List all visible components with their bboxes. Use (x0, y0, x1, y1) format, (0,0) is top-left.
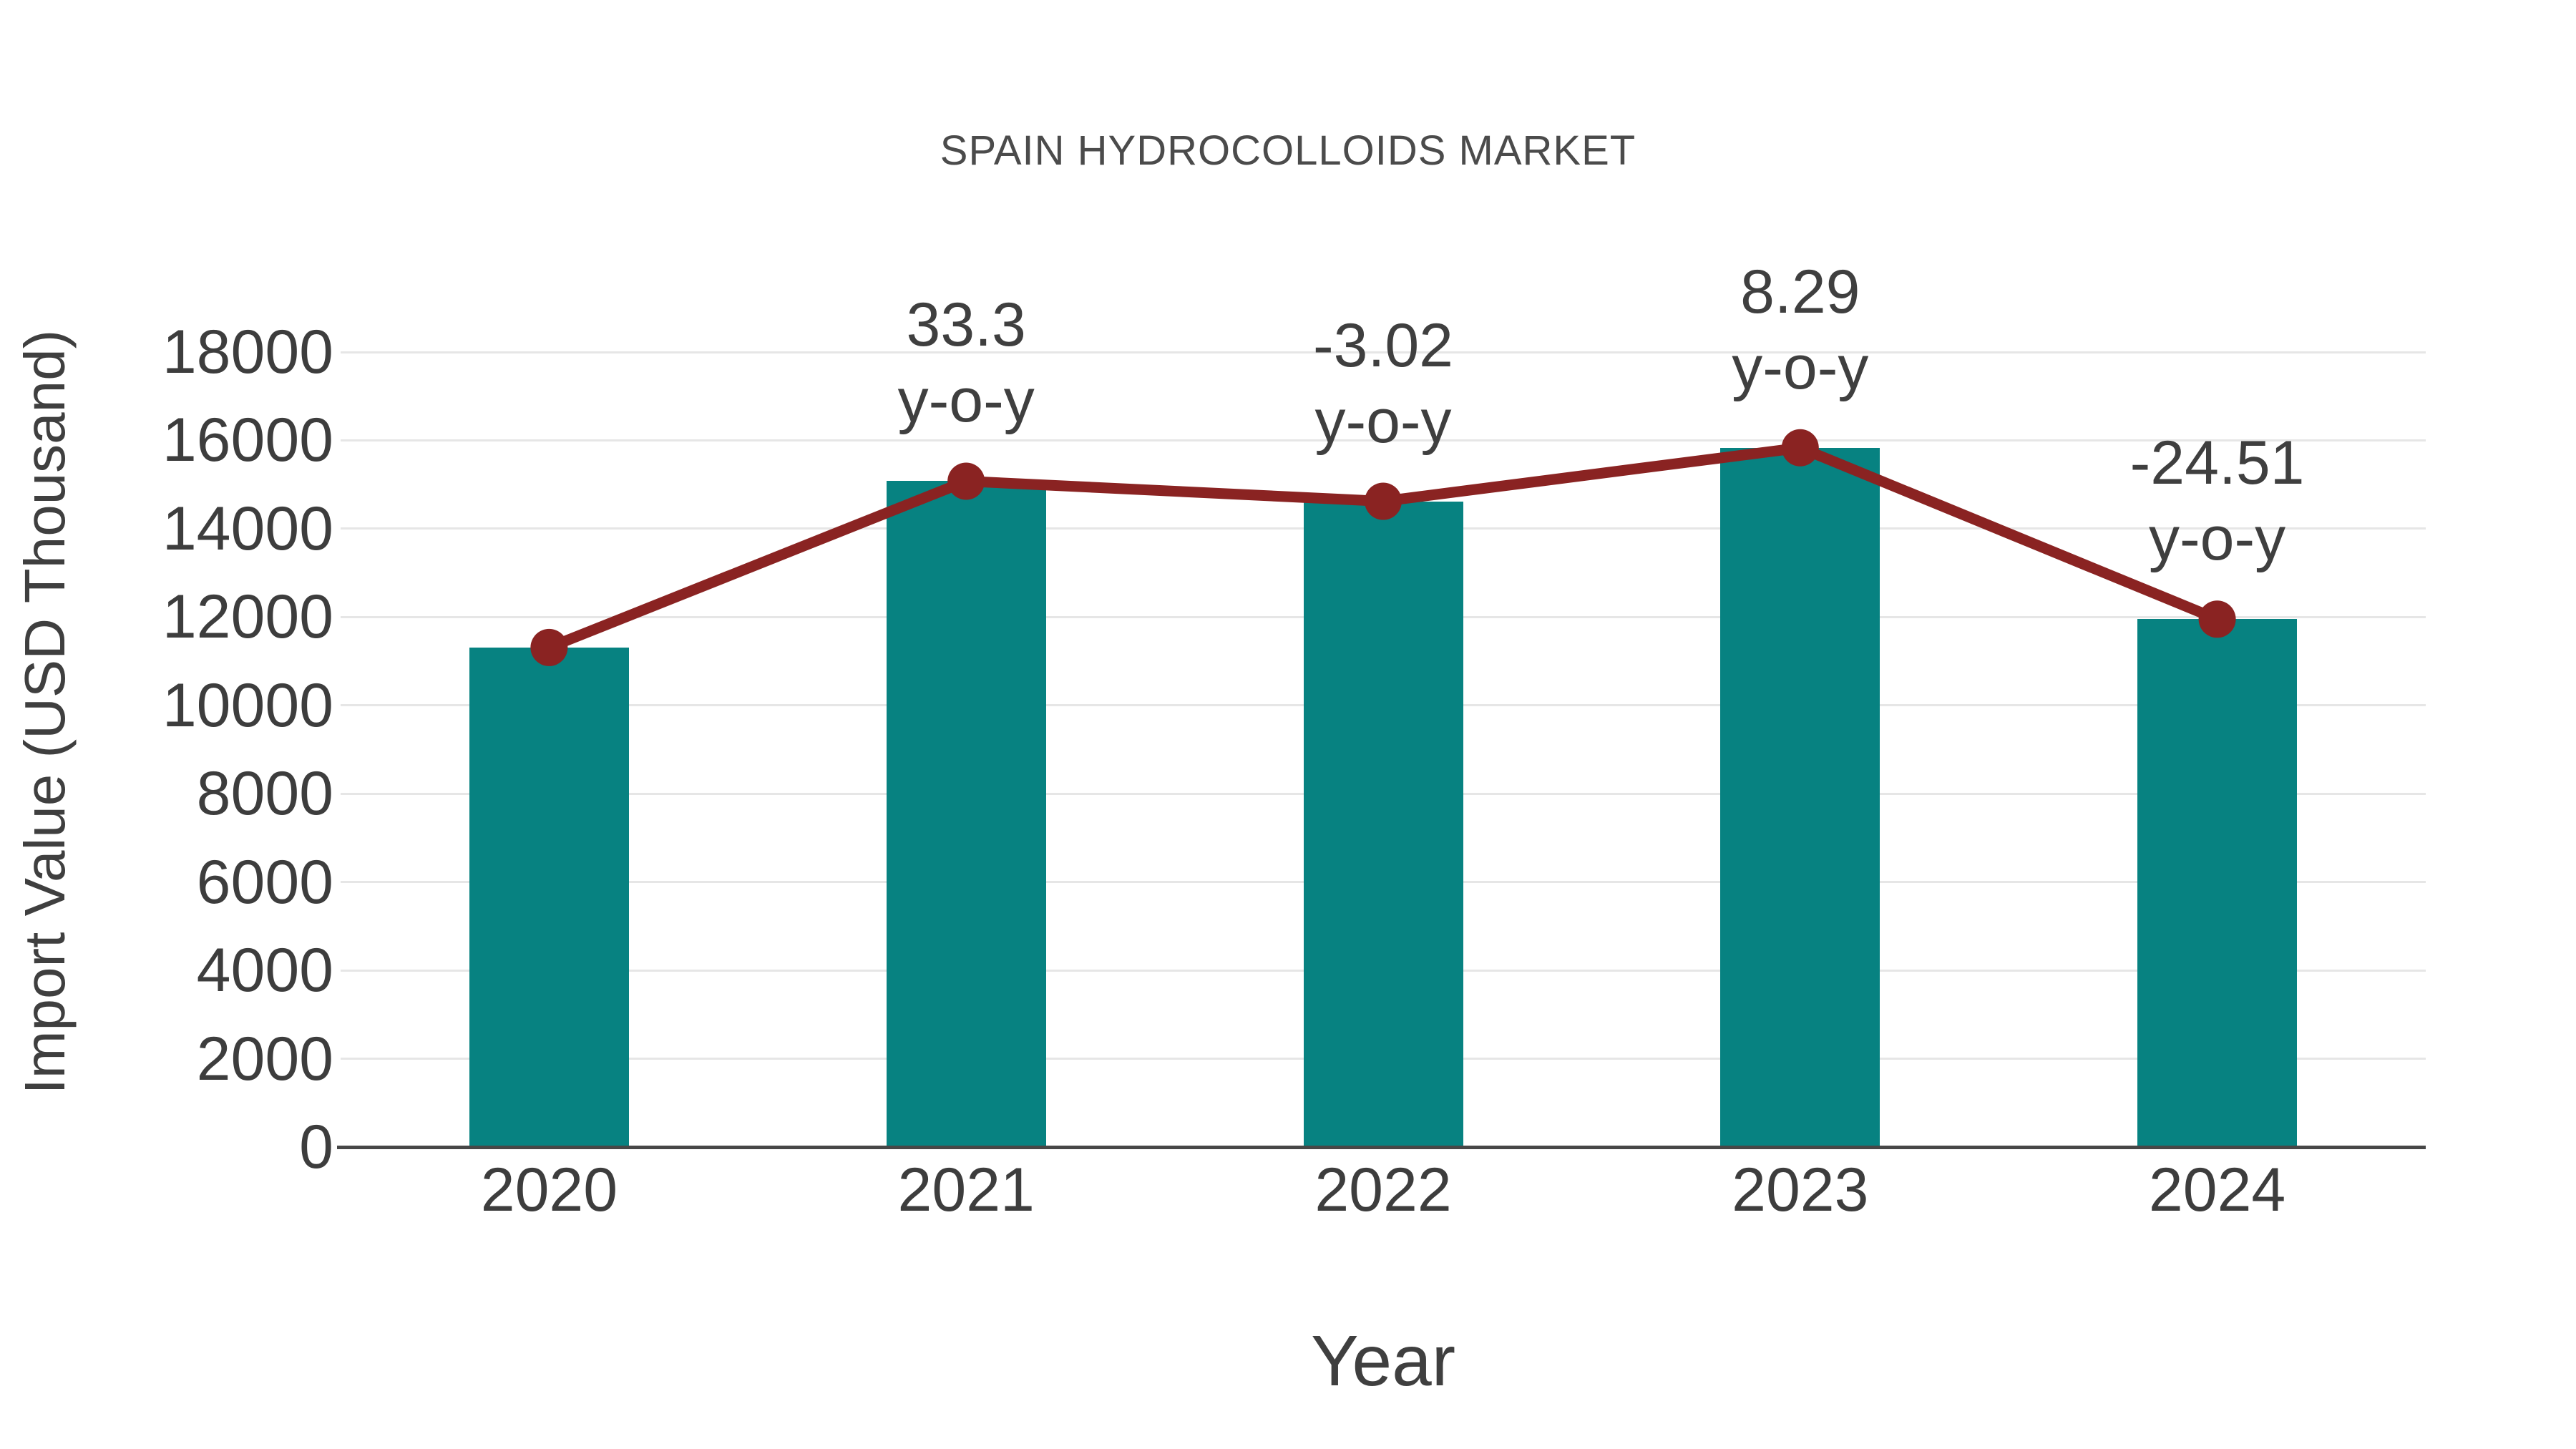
y-tick-label: 12000 (162, 582, 333, 652)
y-tick-label: 0 (299, 1113, 333, 1181)
x-tick-label: 2022 (1314, 1156, 1452, 1224)
yoy-annotation-2023: 8.29 y-o-y (1550, 254, 2051, 406)
y-tick-label: 8000 (196, 759, 333, 829)
yoy-value-2022: -3.02 (1312, 311, 1454, 380)
gridline (341, 351, 2426, 353)
yoy-suffix-2021: y-o-y (897, 366, 1035, 436)
bar-2021 (886, 481, 1046, 1147)
x-axis-line (337, 1146, 2426, 1149)
yoy-value-2021: 33.3 (906, 291, 1026, 360)
y-tick-label: 2000 (196, 1024, 333, 1093)
bar-2022 (1303, 501, 1463, 1147)
bar-2020 (469, 647, 629, 1147)
x-tick-label: 2021 (897, 1156, 1035, 1224)
yoy-value-2023: 8.29 (1740, 257, 1860, 326)
x-tick-label: 2024 (2148, 1156, 2286, 1224)
x-tick-label: 2023 (1732, 1156, 1869, 1224)
yoy-value-2024: -24.51 (2129, 429, 2305, 498)
yoy-annotation-2021: 33.3 y-o-y (716, 287, 1216, 439)
y-tick-label: 18000 (162, 318, 333, 386)
yoy-suffix-2023: y-o-y (1732, 333, 1869, 402)
yoy-annotation-2024: -24.51 y-o-y (1967, 425, 2468, 577)
y-tick-label: 14000 (162, 494, 333, 563)
y-tick-label: 4000 (196, 936, 333, 1005)
gridline (341, 439, 2426, 441)
y-tick-label: 10000 (162, 670, 333, 740)
y-tick-label: 16000 (162, 406, 333, 475)
y-tick-label: 6000 (196, 847, 333, 917)
chart-title: SPAIN HYDROCOLLOIDS MARKET (940, 127, 1636, 174)
yoy-suffix-2024: y-o-y (2149, 504, 2286, 574)
x-tick-label: 2020 (480, 1156, 618, 1224)
x-axis-title: Year (1310, 1321, 1456, 1401)
yoy-annotation-2022: -3.02 y-o-y (1133, 308, 1634, 459)
yoy-suffix-2022: y-o-y (1314, 386, 1452, 456)
bar-2024 (2137, 619, 2298, 1147)
bar-2023 (1720, 447, 1880, 1147)
